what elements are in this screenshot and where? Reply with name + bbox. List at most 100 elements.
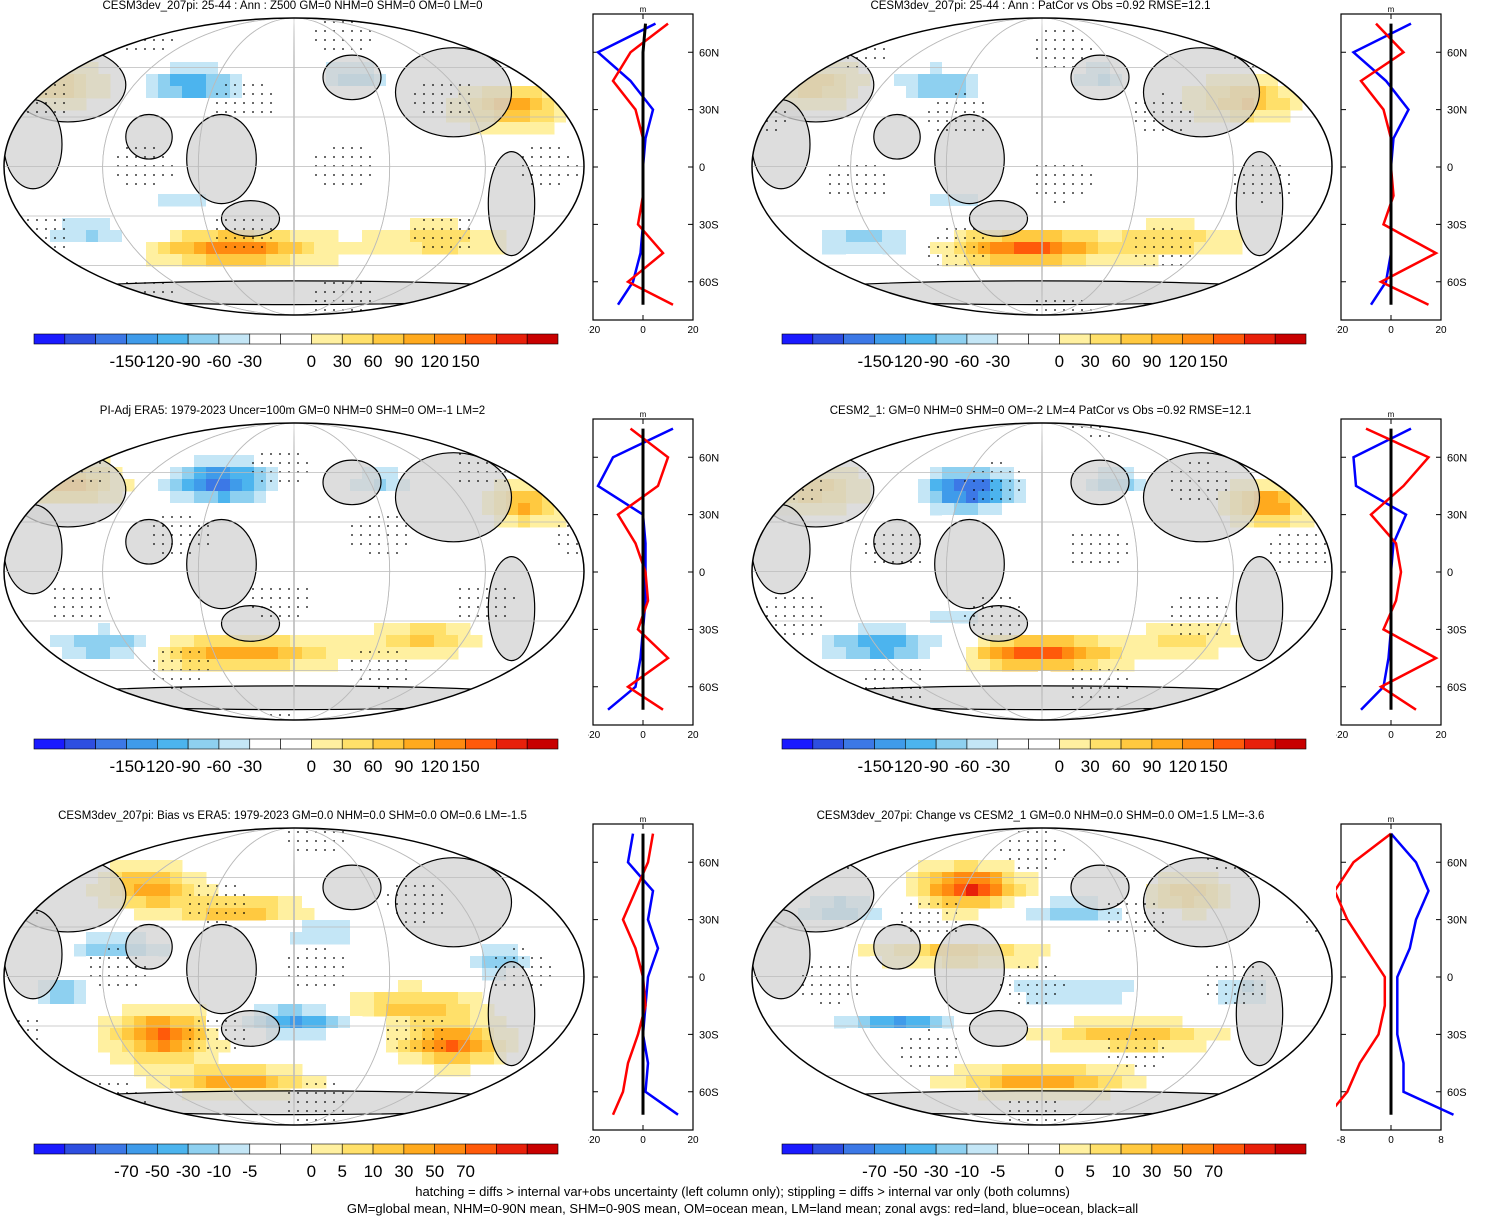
- colorbar-cell: [997, 738, 1029, 750]
- colorbar-tick-label: -60: [955, 352, 980, 371]
- zonal-y-tick-label: 30S: [1447, 219, 1467, 231]
- zonal-average-plot: -20 0 20 m 60N 30N 0 30S 60S: [588, 815, 719, 1144]
- colorbar-cell: [126, 1143, 158, 1155]
- zonal-x-tick-label: -20: [1336, 730, 1349, 739]
- zonal-unit-label: m: [640, 5, 647, 14]
- colorbar-tick-label: -30: [237, 352, 262, 371]
- colorbar-cell: [156, 738, 189, 750]
- colorbar-cell: [249, 1143, 281, 1155]
- colorbar-cell: [1120, 1143, 1153, 1155]
- colorbar-cell: [249, 333, 281, 345]
- colorbar-tick-label: 90: [1142, 757, 1161, 776]
- colorbar-cell: [1028, 333, 1060, 345]
- zonal-y-tick-label: 0: [1447, 567, 1453, 579]
- colorbar-tick-label: 90: [1142, 352, 1161, 371]
- colorbar-tick-label: -70: [862, 1162, 887, 1181]
- colorbar-cell: [249, 738, 281, 750]
- colorbar-tick-label: 30: [394, 1162, 413, 1181]
- colorbar-cell: [496, 738, 528, 750]
- colorbar-tick-label: 120: [1169, 352, 1197, 371]
- colorbar-cell: [95, 738, 127, 750]
- colorbar-tick-label: -5: [242, 1162, 257, 1181]
- colorbar-tick-label: -10: [955, 1162, 980, 1181]
- colorbar-cell: [95, 1143, 127, 1155]
- colorbar-cell: [1151, 738, 1184, 750]
- zonal-x-tick-label: 8: [1438, 1135, 1444, 1144]
- colorbar-tick-label: 70: [456, 1162, 475, 1181]
- colorbar-cell: [126, 333, 158, 345]
- panel-5: CESM3dev_207pi: Bias vs ERA5: 1979-2023 …: [0, 810, 742, 1210]
- colorbar: -150-120 -90 -60 -30 0 30 60 90 120 150: [781, 333, 1307, 371]
- colorbar-tick-label: -90: [924, 352, 949, 371]
- colorbar-cell: [496, 333, 528, 345]
- colorbar-cell: [218, 1143, 251, 1155]
- zonal-average-plot: -20 0 20 m 60N 30N 0 30S 60S: [588, 410, 719, 739]
- colorbar-tick-label: -90: [176, 757, 201, 776]
- colorbar-cell: [874, 738, 906, 750]
- colorbar-cell: [781, 333, 814, 345]
- colorbar-tick-label: 30: [333, 757, 352, 776]
- colorbar-cell: [1244, 333, 1276, 345]
- colorbar-tick-label: 60: [364, 757, 383, 776]
- zonal-y-tick-label: 60N: [1447, 857, 1467, 869]
- colorbar-cell: [403, 738, 436, 750]
- colorbar-cell: [1120, 738, 1153, 750]
- zonal-unit-label: m: [1388, 410, 1395, 419]
- zonal-y-tick-label: 30S: [1447, 1029, 1467, 1041]
- colorbar-tick-label: 70: [1204, 1162, 1223, 1181]
- colorbar-cell: [904, 1143, 937, 1155]
- zonal-x-tick-label: -20: [588, 1135, 601, 1144]
- colorbar-cell: [874, 333, 906, 345]
- zonal-y-tick-label: 30N: [1447, 105, 1467, 117]
- colorbar-tick-label: 150: [1199, 757, 1227, 776]
- colorbar-cell: [95, 333, 127, 345]
- map: [3, 827, 585, 1126]
- colorbar-tick-label: -120: [140, 757, 174, 776]
- colorbar-cell: [1028, 738, 1060, 750]
- colorbar-tick-label: 120: [421, 352, 449, 371]
- zonal-x-tick-label: 20: [1435, 730, 1447, 739]
- zonal-average-plot: -20 0 20 m 60N 30N 0 30S 60S: [588, 5, 719, 334]
- colorbar-cell: [218, 333, 251, 345]
- ocean-series-line: [626, 833, 679, 1116]
- colorbar-cell: [1182, 738, 1214, 750]
- colorbar-tick-label: -30: [985, 757, 1010, 776]
- colorbar-tick-label: 0: [307, 1162, 316, 1181]
- colorbar: -150-120 -90 -60 -30 0 30 60 90 120 150: [33, 333, 559, 371]
- colorbar-cell: [341, 333, 374, 345]
- zonal-y-tick-label: 0: [1447, 162, 1453, 174]
- colorbar-cell: [311, 333, 343, 345]
- zonal-unit-label: m: [640, 815, 647, 824]
- colorbar-cell: [280, 333, 312, 345]
- panel-3: PI-Adj ERA5: 1979-2023 Uncer=100m GM=0 N…: [0, 405, 742, 805]
- footer-line-2: GM=global mean, NHM=0-90N mean, SHM=0-90…: [346, 1201, 1139, 1216]
- colorbar-cell: [1244, 738, 1276, 750]
- zonal-y-tick-label: 30S: [699, 624, 719, 636]
- colorbar-cell: [966, 738, 999, 750]
- ocean-series-line: [1390, 832, 1455, 1116]
- zonal-x-tick-label: -8: [1337, 1135, 1346, 1144]
- zonal-y-tick-label: 30N: [1447, 510, 1467, 522]
- colorbar-cell: [64, 1143, 96, 1155]
- zonal-unit-label: m: [640, 410, 647, 419]
- colorbar-cell: [218, 738, 251, 750]
- colorbar-tick-label: -30: [176, 1162, 201, 1181]
- colorbar-tick-label: -120: [140, 352, 174, 371]
- colorbar-cell: [843, 1143, 875, 1155]
- colorbar-cell: [843, 333, 875, 345]
- colorbar-cell: [1151, 333, 1184, 345]
- colorbar-cell: [966, 333, 999, 345]
- colorbar-tick-label: 5: [338, 1162, 347, 1181]
- zonal-average-plot: -8 0 8 m 60N 30N 0 30S 60S: [1336, 815, 1467, 1144]
- colorbar-cell: [372, 333, 405, 345]
- zonal-y-tick-label: 60S: [1447, 1087, 1467, 1099]
- colorbar: -150-120 -90 -60 -30 0 30 60 90 120 150: [781, 738, 1307, 776]
- colorbar-cell: [372, 1143, 405, 1155]
- colorbar-tick-label: -60: [207, 352, 232, 371]
- map: [751, 827, 1333, 1126]
- colorbar-tick-label: 10: [364, 1162, 383, 1181]
- colorbar-cell: [526, 1143, 559, 1155]
- colorbar-cell: [434, 738, 466, 750]
- colorbar-cell: [126, 738, 158, 750]
- colorbar-cell: [156, 333, 189, 345]
